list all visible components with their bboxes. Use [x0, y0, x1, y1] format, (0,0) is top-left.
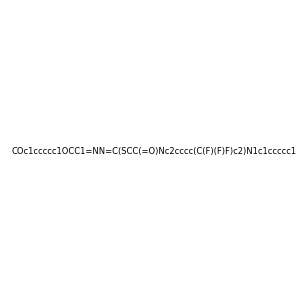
Text: COc1ccccc1OCC1=NN=C(SCC(=O)Nc2cccc(C(F)(F)F)c2)N1c1ccccc1: COc1ccccc1OCC1=NN=C(SCC(=O)Nc2cccc(C(F)(…	[11, 147, 296, 156]
